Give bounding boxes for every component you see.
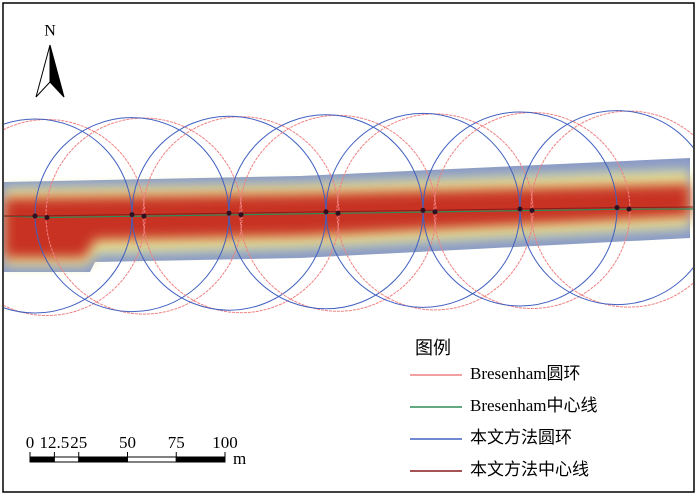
arrow-right <box>49 44 65 98</box>
scale-segment <box>127 456 177 463</box>
north-arrow: N <box>35 23 65 98</box>
scale-label: 12.5 <box>40 433 70 452</box>
scale-segment <box>53 456 80 463</box>
legend-label: Bresenham中心线 <box>470 396 597 415</box>
center-point <box>226 210 232 216</box>
legend-label: Bresenham圆环 <box>470 364 580 383</box>
scale-segment <box>29 456 55 463</box>
legend-title: 图例 <box>415 338 451 358</box>
scale-label: 25 <box>70 433 87 452</box>
scale-label: 75 <box>168 433 185 452</box>
center-point <box>44 215 50 220</box>
center-point <box>141 213 147 219</box>
center-point <box>238 212 244 218</box>
center-point <box>517 206 523 212</box>
center-point <box>323 209 329 215</box>
scale-segment <box>78 456 128 463</box>
legend-label: 本文方法圆环 <box>470 428 572 447</box>
center-point <box>614 205 620 211</box>
center-point <box>32 213 38 219</box>
scale-label: 0 <box>26 433 35 452</box>
raster-core <box>4 184 690 258</box>
center-point <box>335 210 341 216</box>
scale-label: 100 <box>212 433 238 452</box>
north-label: N <box>44 23 56 40</box>
legend-label: 本文方法中心线 <box>470 460 589 479</box>
scale-label: 50 <box>119 433 136 452</box>
center-point <box>432 209 438 215</box>
center-point <box>626 206 632 212</box>
scale-segment <box>175 456 226 463</box>
center-point <box>529 208 535 213</box>
center-point <box>420 207 426 213</box>
scale-unit: m <box>233 449 246 468</box>
center-point <box>129 212 135 218</box>
rings <box>4 110 693 316</box>
